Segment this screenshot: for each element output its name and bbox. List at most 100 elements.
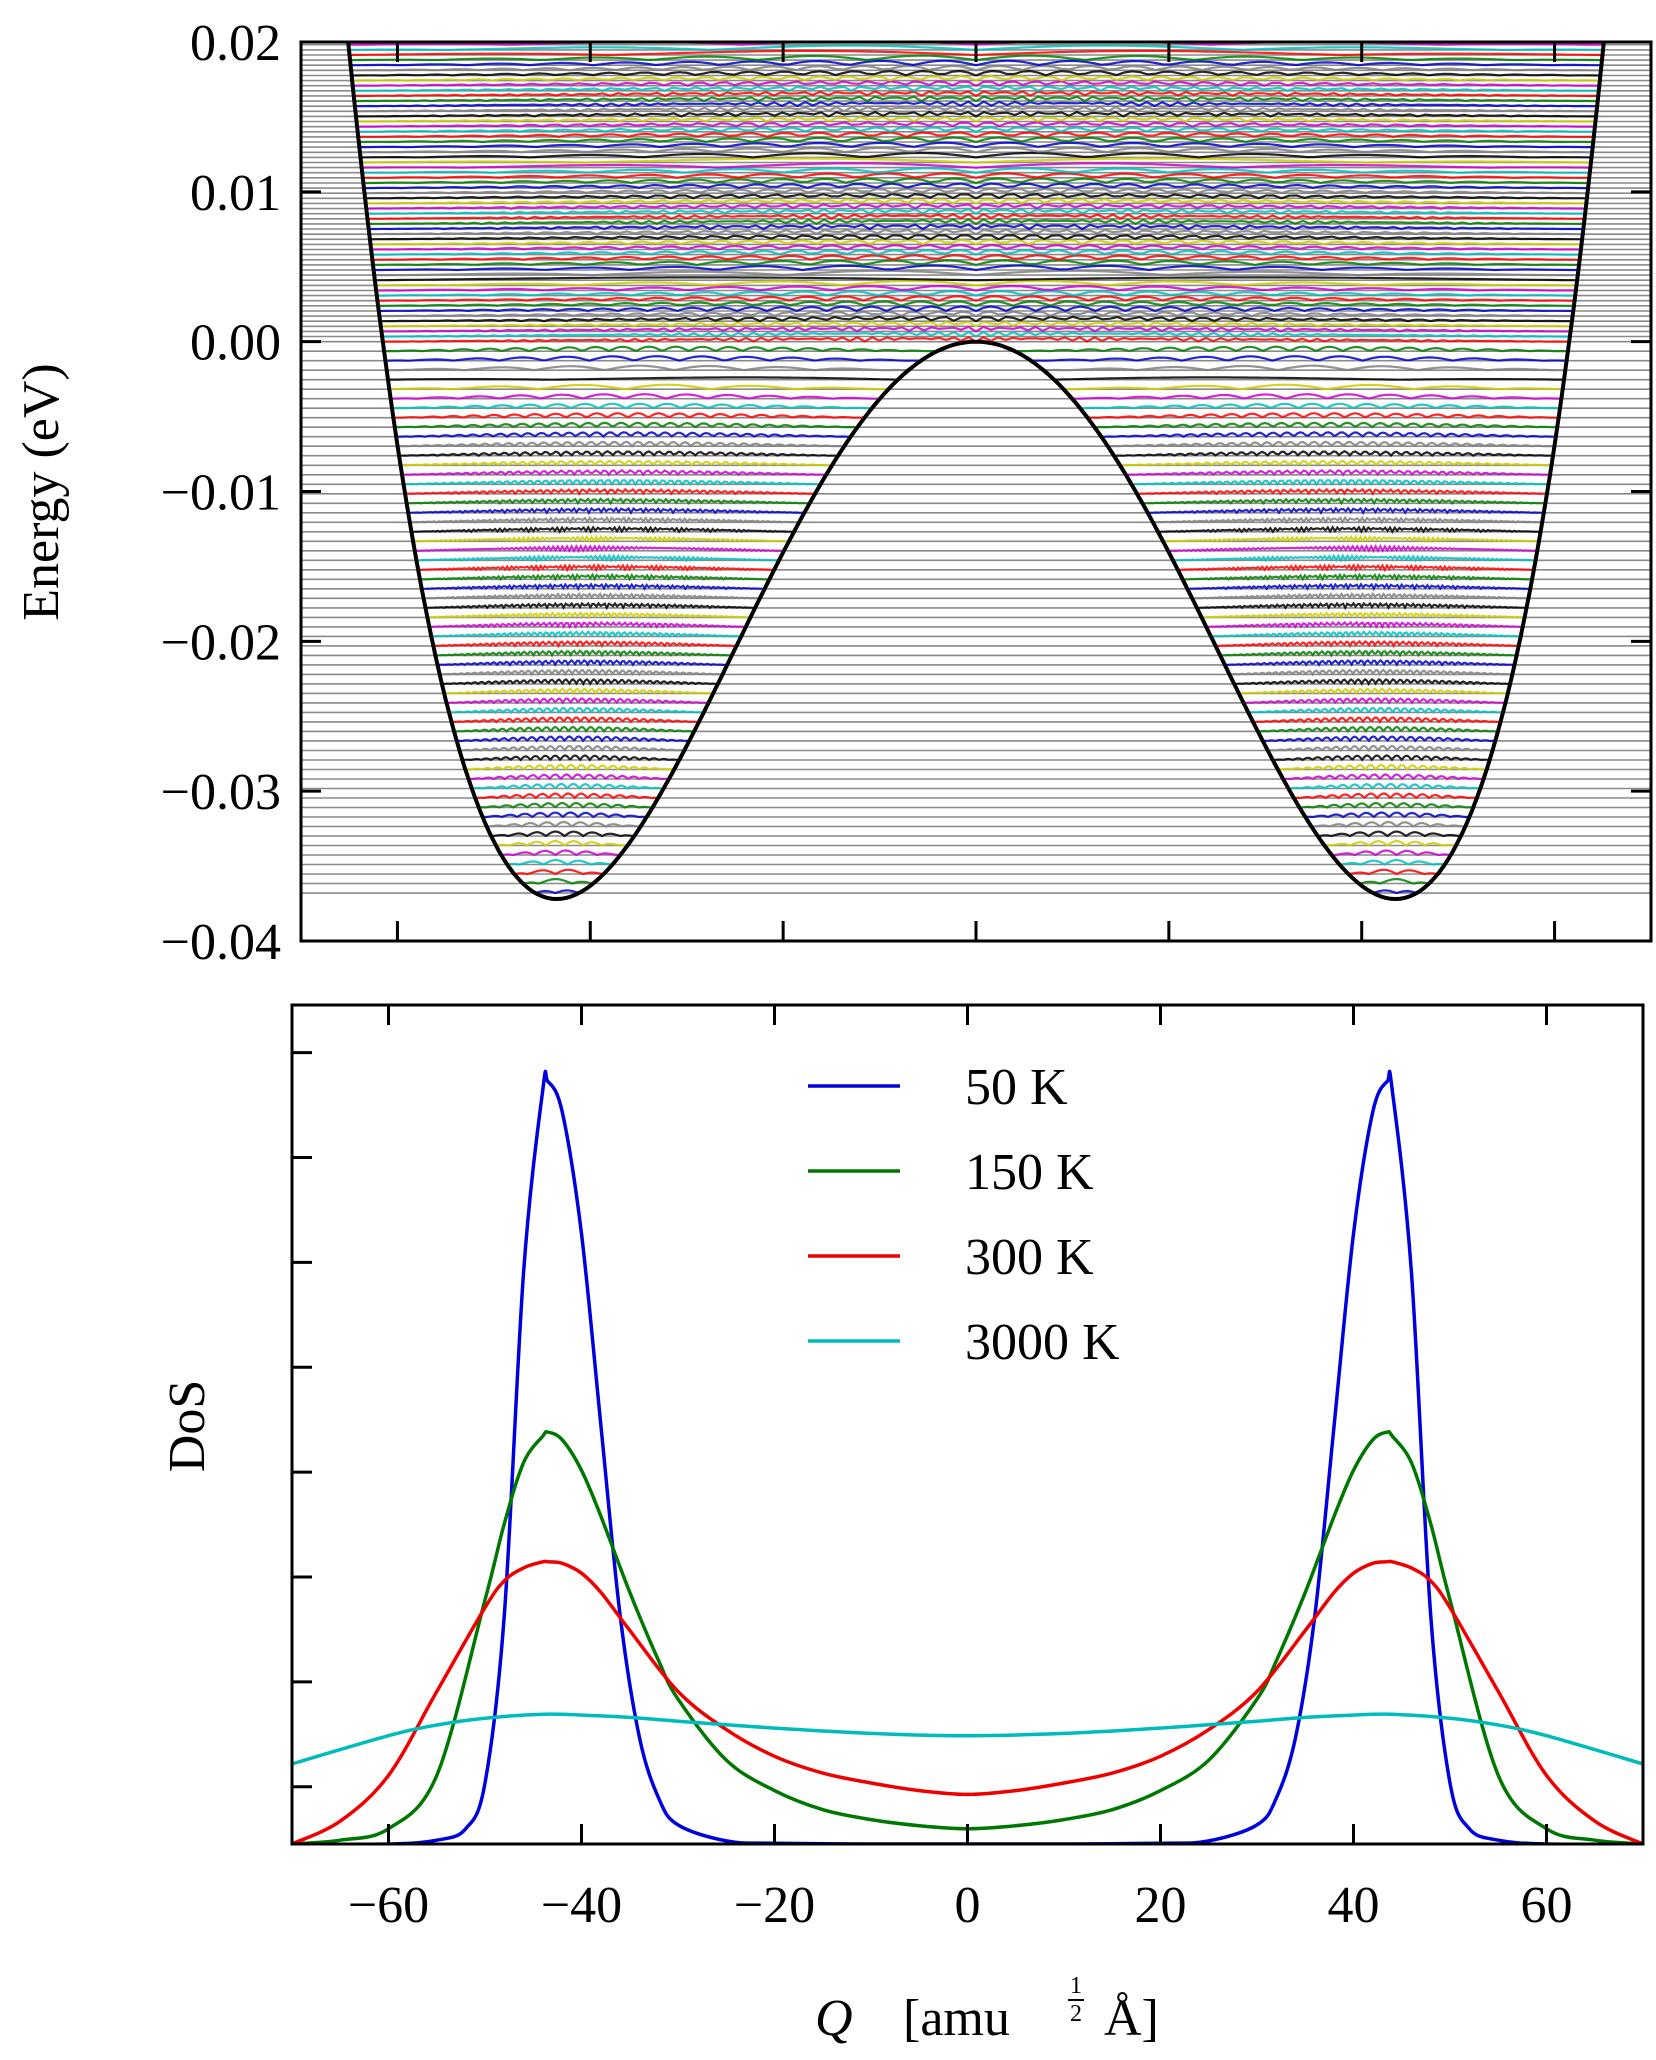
wavefunction-curve — [1262, 735, 1496, 743]
wavefunction-curve — [396, 431, 851, 439]
q-axis-exp-den: 2 — [1070, 2001, 1082, 2027]
wavefunction-curve — [425, 601, 756, 611]
wavefunction-curve — [1163, 534, 1539, 544]
dos-x-tick-label: 20 — [1135, 1877, 1187, 1934]
wavefunction-curve — [367, 213, 1585, 221]
wavefunction-curve — [375, 279, 1577, 287]
wavefunction-curve — [358, 131, 1594, 139]
wavefunction-curve — [1201, 611, 1525, 620]
q-axis-exp-num: 1 — [1070, 1973, 1082, 1999]
wavefunction-curve — [456, 735, 690, 743]
wavefunction-curve — [368, 218, 1584, 226]
dos-series-line — [292, 1069, 1643, 1844]
dos-series-line — [292, 1559, 1643, 1844]
wavefunction-curve — [401, 468, 827, 477]
wavefunction-curve — [351, 69, 1601, 77]
wavefunction-curve — [366, 202, 1586, 210]
wavefunction-curve — [522, 878, 594, 885]
wavefunction-curve — [507, 859, 613, 866]
wavefunction-curve — [371, 249, 1581, 256]
wavefunction-curve — [1087, 412, 1559, 419]
wavefunction-curve — [486, 820, 641, 828]
dos-x-tick-label: 60 — [1521, 1877, 1573, 1934]
wavefunction-curve — [444, 687, 714, 696]
wavefunction-curve — [1288, 782, 1481, 790]
energy-x-ticks — [395, 42, 1557, 941]
wavefunction-curve — [451, 716, 699, 724]
wavefunction-curve — [501, 849, 621, 857]
wavefunction-curve — [357, 121, 1595, 128]
wavefunction-curve — [1277, 763, 1487, 772]
wavefunction-curve — [368, 223, 1584, 231]
wavefunction-curve — [534, 889, 580, 895]
wavefunction-curve — [1234, 678, 1511, 687]
wavefunction-curve — [411, 525, 795, 534]
wavefunction-curve — [1248, 706, 1504, 714]
wavefunction-curve — [1114, 450, 1553, 458]
wavefunction-curve — [1324, 840, 1457, 847]
wavefunction-curve — [393, 412, 865, 419]
wavefunction-curve — [406, 497, 810, 506]
wavefunction-curve — [1311, 820, 1466, 828]
dos-y-ticks — [292, 1051, 312, 1789]
wavefunction-curve — [353, 85, 1599, 93]
legend: 50 K 150 K 300 K 3000 K — [808, 1059, 1120, 1371]
q-axis-symbol: Q — [815, 1990, 853, 2047]
wavefunction-curve — [495, 840, 628, 847]
wavefunction-curve — [1229, 668, 1513, 677]
wavefunction-curve — [1094, 421, 1558, 429]
q-axis-unit-angstrom: Å] — [1104, 1990, 1159, 2047]
wavefunction-curve — [1293, 792, 1477, 800]
wavefunction-curve — [351, 64, 1601, 72]
wavefunction-curve — [365, 198, 1587, 205]
wavefunction-curve — [366, 208, 1586, 215]
wavefunction-curve — [370, 238, 1582, 246]
wavefunction-curve — [1317, 830, 1461, 838]
potential-energy-curve — [346, 42, 1606, 902]
wavefunction-curve — [380, 320, 1572, 328]
wavefunction-curve — [405, 487, 816, 496]
wavefunction-curve — [1136, 487, 1547, 496]
energy-y-tick-label: 0.00 — [190, 315, 281, 372]
wavefunction-curve — [353, 90, 1599, 98]
wavefunction-curve — [390, 393, 880, 400]
wavefunction-curve — [386, 364, 909, 372]
wavefunction-curve — [369, 228, 1583, 236]
wavefunction-curve — [347, 30, 1604, 34]
legend-label: 300 K — [965, 1229, 1094, 1286]
energy-y-tick-label: 0.01 — [190, 165, 281, 222]
wavefunction-curve — [419, 572, 770, 582]
wavefunction-curve — [431, 630, 742, 639]
wavefunction-curve — [348, 35, 1604, 39]
wavefunction-curve — [1267, 744, 1493, 752]
dos-x-tick-label: 40 — [1328, 1877, 1380, 1934]
wavefunction-curve — [423, 591, 760, 600]
wavefunction-curve — [352, 74, 1600, 82]
wavefunction-curve — [1125, 468, 1551, 477]
dos-x-tick-label: −20 — [734, 1877, 815, 1934]
wavefunction-curve — [380, 315, 1572, 323]
wavefunction-curve — [379, 310, 1573, 318]
wavefunction-curve — [1238, 687, 1508, 696]
wavefunction-curve — [421, 582, 765, 592]
wavefunction-curve — [369, 234, 1583, 241]
wavefunction-curve — [382, 330, 1570, 338]
wavefunction-curve — [1224, 658, 1515, 667]
wavefunction-curve — [1157, 525, 1541, 534]
energy-y-tick-label: −0.04 — [161, 914, 281, 971]
wavefunction-curve — [1348, 868, 1438, 876]
energy-panel: −0.04 −0.03 −0.02 −0.01 0.00 0.01 0.02 Energy … — [13, 15, 1653, 971]
wavefunction-curve — [468, 773, 669, 781]
wavefunction-curve — [399, 450, 838, 458]
wavefunction-curve — [482, 811, 647, 819]
wavefunction-curve — [355, 105, 1597, 113]
wavefunction-curve — [1142, 497, 1546, 506]
wavefunction-curve — [374, 276, 1578, 282]
wavefunction-curve — [387, 376, 898, 381]
wavefunction-curve — [1131, 479, 1549, 487]
dos-x-ticks: −60 −40 −20 0 20 40 60 — [348, 1005, 1573, 1934]
wavefunction-curve — [441, 678, 718, 687]
wavefunction-curve — [362, 172, 1590, 179]
wavefunction-curve — [1187, 582, 1531, 592]
wavefunction-curve — [1272, 754, 1490, 762]
